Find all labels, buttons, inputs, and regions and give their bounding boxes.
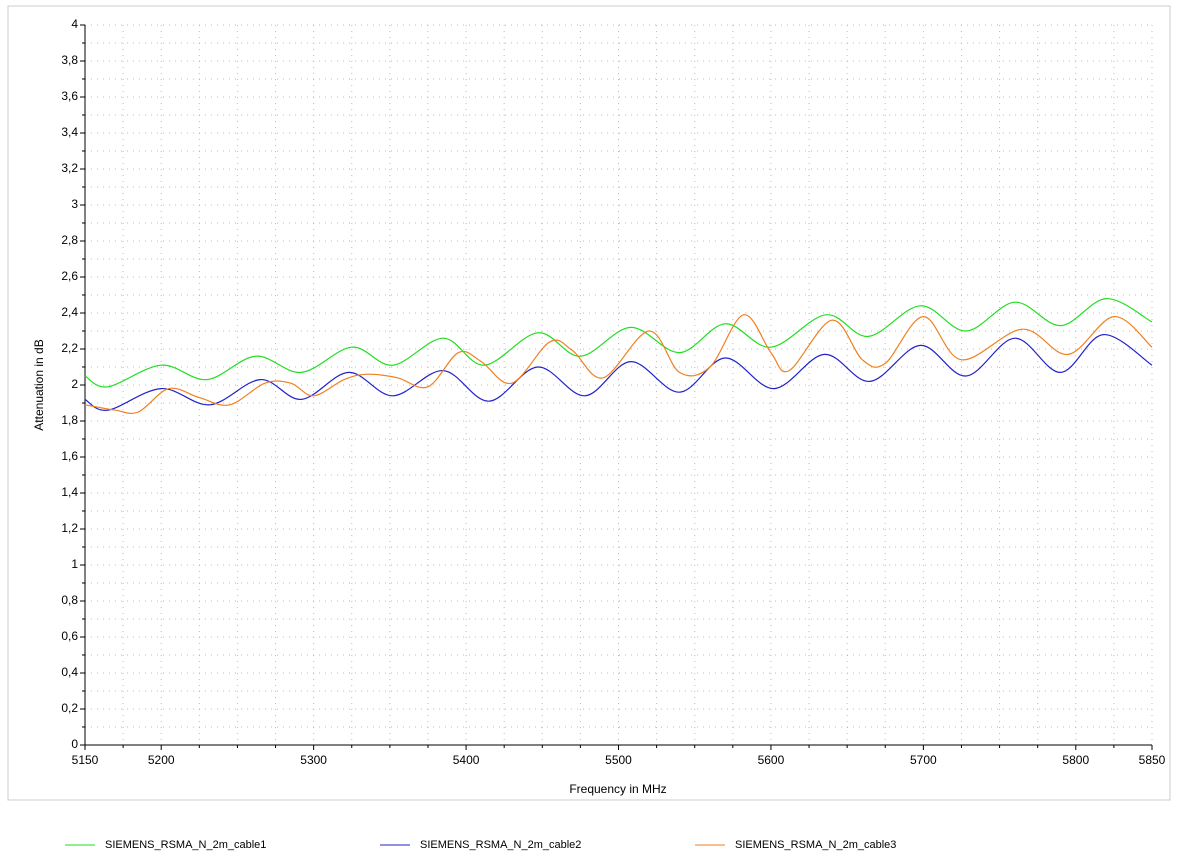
y-tick-label: 3,8 bbox=[61, 53, 78, 67]
y-tick-label: 2,2 bbox=[61, 341, 78, 355]
y-tick-label: 0,8 bbox=[61, 593, 78, 607]
legend-label: SIEMENS_RSMA_N_2m_cable1 bbox=[105, 839, 266, 851]
series-line bbox=[84, 333, 1153, 411]
y-tick-label: 0,6 bbox=[61, 629, 78, 643]
series-line bbox=[84, 314, 1153, 415]
y-tick-label: 0,2 bbox=[61, 701, 78, 715]
x-axis-title: Frequency in MHz bbox=[569, 782, 666, 796]
y-tick-label: 2,6 bbox=[61, 269, 78, 283]
y-tick-label: 2,4 bbox=[61, 305, 78, 319]
x-tick-label: 5800 bbox=[1062, 753, 1089, 767]
chart-frame bbox=[7, 5, 1171, 801]
x-tick-label: 5400 bbox=[453, 753, 480, 767]
y-tick-label: 1,4 bbox=[61, 485, 78, 499]
y-axis-title: Attenuation in dB bbox=[32, 339, 46, 430]
series-line bbox=[84, 297, 1153, 388]
x-tick-label: 5600 bbox=[758, 753, 785, 767]
y-tick-label: 3,2 bbox=[61, 161, 78, 175]
x-tick-label: 5500 bbox=[605, 753, 632, 767]
y-tick-label: 3,6 bbox=[61, 89, 78, 103]
x-tick-label: 5700 bbox=[910, 753, 937, 767]
y-tick-label: 4 bbox=[71, 17, 78, 31]
y-tick-label: 2 bbox=[71, 377, 78, 391]
y-tick-label: 0 bbox=[71, 737, 78, 751]
y-tick-label: 1 bbox=[71, 557, 78, 571]
x-tick-label: 5150 bbox=[72, 753, 99, 767]
x-tick-label: 5200 bbox=[148, 753, 175, 767]
legend-label: SIEMENS_RSMA_N_2m_cable2 bbox=[420, 839, 581, 851]
y-tick-label: 1,2 bbox=[61, 521, 78, 535]
y-tick-label: 1,8 bbox=[61, 413, 78, 427]
y-tick-label: 3 bbox=[71, 197, 78, 211]
y-tick-label: 0,4 bbox=[61, 665, 78, 679]
legend-label: SIEMENS_RSMA_N_2m_cable3 bbox=[735, 839, 896, 851]
y-tick-label: 2,8 bbox=[61, 233, 78, 247]
y-tick-label: 3,4 bbox=[61, 125, 78, 139]
y-tick-label: 1,6 bbox=[61, 449, 78, 463]
x-tick-label: 5300 bbox=[300, 753, 327, 767]
x-tick-label: 5850 bbox=[1139, 753, 1166, 767]
